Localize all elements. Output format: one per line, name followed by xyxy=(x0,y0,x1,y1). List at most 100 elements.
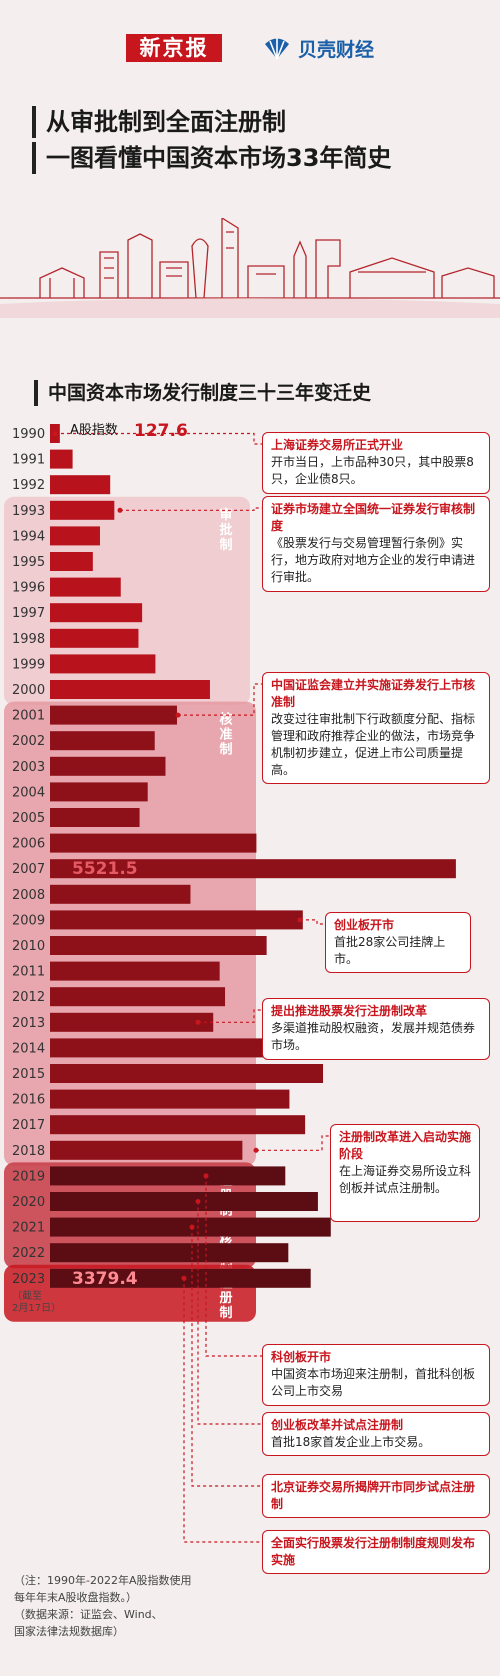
peak-value-label: 5521.5 xyxy=(72,859,138,879)
year-label: 2001 xyxy=(12,709,45,724)
bar-1996 xyxy=(50,577,121,597)
beike-logo: 贝壳财经 xyxy=(262,32,374,64)
callout-dot-9 xyxy=(189,1224,195,1230)
year-label: 2005 xyxy=(12,811,45,826)
year-label: 2008 xyxy=(12,888,45,903)
callout-dot-3 xyxy=(175,712,181,718)
note-line-1: （注：1990年-2022年A股指数使用 xyxy=(14,1574,192,1587)
callout-title: 创业板开市 xyxy=(334,918,395,932)
year-label: 1990 xyxy=(12,427,45,442)
bar-2019 xyxy=(50,1166,286,1186)
callout-desc: 中国资本市场迎来注册制，首批科创板公司上市交易 xyxy=(271,1367,476,1398)
callout-dot-4 xyxy=(297,917,303,923)
source-note: （注：1990年-2022年A股指数使用 每年年末A股收盘指数。） （数据来源：… xyxy=(14,1572,191,1640)
year-label: 1995 xyxy=(12,555,45,570)
callout-leader-8 xyxy=(197,1201,262,1425)
year-label: 2021 xyxy=(12,1221,45,1236)
callout-box-3: 中国证监会建立并实施证券发行上市核准制 改变过往审批制下行政额度分配、指标管理和政… xyxy=(262,672,490,784)
year-label: 2002 xyxy=(12,734,45,749)
note-line-4: 国家法律法规数据库） xyxy=(14,1625,124,1638)
bar-2008 xyxy=(50,884,191,904)
year-label: 1997 xyxy=(12,606,45,621)
bar-2012 xyxy=(50,987,226,1007)
year-label: 1992 xyxy=(12,478,45,493)
callout-dot-2 xyxy=(117,507,123,513)
beike-logo-text: 贝壳财经 xyxy=(298,38,375,61)
callout-dot-5 xyxy=(195,1019,201,1025)
callout-leader-3 xyxy=(178,683,262,716)
year-label: 1991 xyxy=(12,453,45,468)
bar-2006 xyxy=(50,833,257,853)
callout-title: 证券市场建立全国统一证券发行审核制度 xyxy=(271,502,476,533)
year-label: 2020 xyxy=(12,1195,45,1210)
year-label: 1994 xyxy=(12,529,45,544)
bar-2002 xyxy=(50,731,155,751)
year-label: 2007 xyxy=(12,862,45,877)
callout-title: 上海证券交易所正式开业 xyxy=(271,438,404,452)
callout-title: 创业板改革并试点注册制 xyxy=(271,1418,404,1432)
year-label: 2023 xyxy=(12,1272,45,1287)
shell-icon xyxy=(265,38,289,60)
year-label: 2003 xyxy=(12,760,45,775)
callout-leader-6 xyxy=(256,1135,330,1151)
year-label: 1993 xyxy=(12,504,45,519)
callout-dot-8 xyxy=(195,1199,201,1204)
bar-1997 xyxy=(50,603,143,623)
bar-2015 xyxy=(50,1064,324,1083)
section-title: 中国资本市场发行制度三十三年变迁史 xyxy=(34,380,371,406)
callout-desc: 在上海证券交易所设立科创板并试点注册制。 xyxy=(339,1164,472,1195)
callout-leader-9 xyxy=(191,1227,262,1487)
callout-leader-2 xyxy=(120,507,262,511)
year-label: 1999 xyxy=(12,657,45,672)
bar-2022 xyxy=(50,1243,289,1263)
bar-2001 xyxy=(50,705,177,725)
note-line-3: （数据来源：证监会、Wind、 xyxy=(14,1608,163,1621)
year-label: 2010 xyxy=(12,939,45,954)
bar-1993 xyxy=(50,500,115,520)
year-label: 2018 xyxy=(12,1144,45,1159)
callout-leader-1 xyxy=(55,432,262,445)
last-value-label: 3379.4 xyxy=(72,1269,138,1289)
bar-2009 xyxy=(50,910,303,930)
callout-box-8: 创业板改革并试点注册制 首批18家首发企业上市交易。 xyxy=(262,1412,490,1456)
year-label: 2022 xyxy=(12,1246,45,1261)
first-value-label: 127.6 xyxy=(134,421,188,441)
title-block: 从审批制到全面注册制 一图看懂中国资本市场33年简史 xyxy=(32,106,391,178)
callout-box-10: 全面实行股票发行注册制制度规则发布实施 xyxy=(262,1530,490,1574)
first-label-prefix: A股指数 xyxy=(70,423,118,438)
bar-1992 xyxy=(50,475,111,495)
era-label-1: 审批制 xyxy=(219,507,232,553)
year-label: 2009 xyxy=(12,913,45,928)
callout-leader-7 xyxy=(205,1175,262,1357)
callout-box-6: 注册制改革进入启动实施阶段 在上海证券交易所设立科创板并试点注册制。 xyxy=(330,1124,480,1222)
year-label: 2012 xyxy=(12,990,45,1005)
year-label: 2019 xyxy=(12,1169,45,1184)
callout-title: 科创板开市 xyxy=(271,1350,332,1364)
callout-box-1: 上海证券交易所正式开业开市当日，上市品种30只，其中股票8只，企业债8只。 xyxy=(262,432,490,494)
bar-1991 xyxy=(50,449,73,469)
bar-2018 xyxy=(50,1140,243,1160)
callout-dot-6 xyxy=(253,1147,259,1153)
year-label: 2015 xyxy=(12,1067,45,1082)
era-label-2: 核准制 xyxy=(219,712,232,758)
callout-desc: 多渠道推动股权融资，发展并规范债券市场。 xyxy=(271,1021,476,1052)
callout-box-2: 证券市场建立全国统一证券发行审核制度 《股票发行与交易管理暂行条例》实行，地方政府… xyxy=(262,496,490,592)
title-line-1: 从审批制到全面注册制 xyxy=(32,106,391,138)
callout-dot-1 xyxy=(52,431,58,436)
callout-leader-4 xyxy=(300,919,325,925)
callout-title: 注册制改革进入启动实施阶段 xyxy=(339,1130,472,1161)
bar-2007 xyxy=(50,859,456,879)
year-label: 2000 xyxy=(12,683,45,698)
bar-2014 xyxy=(50,1038,300,1058)
bar-2003 xyxy=(50,756,166,776)
callout-box-9: 北京证券交易所揭牌开市同步试点注册制 xyxy=(262,1474,490,1518)
bar-1999 xyxy=(50,654,156,674)
year-label: 2016 xyxy=(12,1093,45,1108)
bar-2017 xyxy=(50,1115,306,1135)
era-zone-1 xyxy=(4,496,250,705)
callout-desc: 开市当日，上市品种30只，其中股票8只，企业债8只。 xyxy=(271,455,474,486)
callout-box-5: 提出推进股票发行注册制改革多渠道推动股权融资，发展并规范债券市场。 xyxy=(262,998,490,1060)
callout-title: 提出推进股票发行注册制改革 xyxy=(271,1004,428,1018)
year-label: 2006 xyxy=(12,837,45,852)
